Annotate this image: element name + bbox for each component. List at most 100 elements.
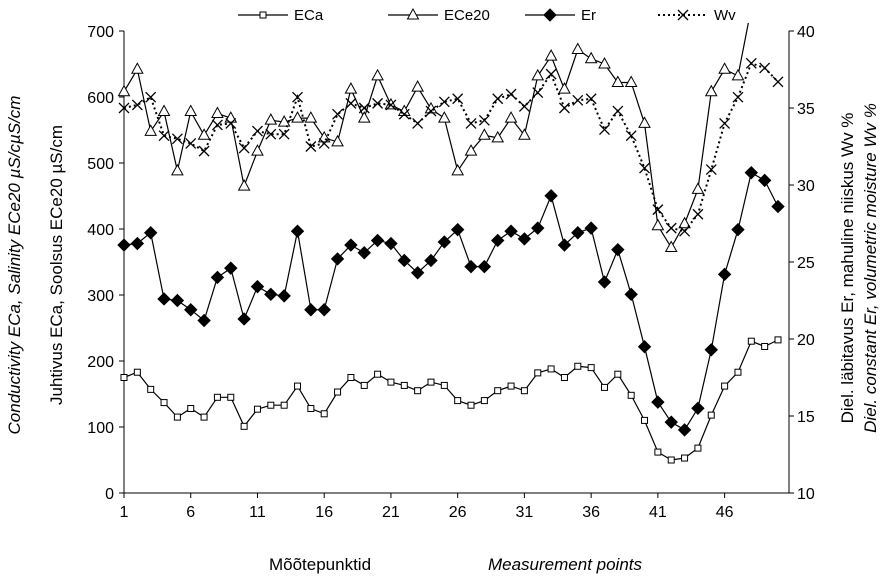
point-ece20 bbox=[357, 111, 371, 123]
point-wv bbox=[145, 91, 157, 103]
point-wv bbox=[532, 87, 544, 99]
x-tick-label: 21 bbox=[382, 504, 400, 521]
point-ece20 bbox=[664, 240, 678, 252]
point-er bbox=[544, 189, 558, 203]
point-eca bbox=[600, 383, 608, 391]
point-ece20 bbox=[237, 179, 251, 191]
series-line-wv bbox=[124, 62, 779, 233]
point-er bbox=[651, 395, 665, 409]
point-eca bbox=[147, 385, 155, 393]
point-wv bbox=[425, 105, 437, 117]
point-eca bbox=[547, 365, 555, 373]
point-er bbox=[744, 165, 759, 180]
point-eca bbox=[507, 382, 515, 390]
point-ece20 bbox=[144, 124, 158, 136]
point-wv bbox=[705, 164, 717, 176]
y-tick-label-left: 200 bbox=[87, 354, 114, 371]
y-tick-label-right: 10 bbox=[797, 486, 815, 503]
point-er bbox=[477, 259, 492, 274]
point-wv bbox=[679, 225, 691, 237]
point-eca bbox=[400, 381, 408, 389]
point-er bbox=[637, 339, 652, 354]
point-eca bbox=[560, 374, 568, 381]
point-wv bbox=[305, 141, 317, 152]
point-wv bbox=[732, 91, 744, 103]
point-wv bbox=[465, 117, 477, 129]
point-ece20 bbox=[718, 62, 731, 74]
point-wv bbox=[185, 137, 197, 149]
point-er bbox=[384, 236, 398, 251]
point-eca bbox=[240, 422, 248, 430]
point-er bbox=[571, 226, 585, 240]
point-wv bbox=[759, 62, 771, 74]
point-wv bbox=[518, 101, 530, 112]
point-wv bbox=[211, 119, 223, 131]
point-wv bbox=[118, 102, 130, 114]
x-tick-label: 1 bbox=[120, 504, 129, 521]
point-ece20 bbox=[251, 144, 264, 156]
point-er bbox=[357, 246, 371, 260]
point-er bbox=[691, 401, 705, 416]
point-eca bbox=[440, 381, 448, 389]
point-eca bbox=[480, 397, 488, 405]
point-wv bbox=[599, 124, 610, 136]
point-er bbox=[531, 221, 545, 235]
point-eca bbox=[707, 411, 715, 419]
point-er bbox=[224, 261, 238, 275]
legend-label-er: Er bbox=[581, 7, 596, 24]
x-tick-label: 16 bbox=[315, 504, 333, 521]
point-eca bbox=[253, 405, 261, 413]
x-tick-label: 11 bbox=[249, 504, 266, 521]
legend-label-wv: Wv bbox=[714, 7, 736, 24]
point-wv bbox=[225, 117, 237, 129]
point-ece20 bbox=[518, 128, 531, 140]
point-er bbox=[330, 252, 345, 266]
y-tick-label-left: 100 bbox=[87, 420, 114, 437]
point-eca bbox=[133, 368, 141, 376]
y-tick-label-left: 500 bbox=[87, 156, 114, 173]
point-wv bbox=[665, 222, 677, 234]
point-er bbox=[557, 238, 572, 252]
point-ece20 bbox=[171, 163, 184, 176]
y-tick-label-left: 400 bbox=[87, 222, 114, 239]
point-eca bbox=[387, 378, 395, 386]
point-wv bbox=[385, 99, 397, 111]
legend: ECa ECe20 Er Wv bbox=[238, 7, 736, 24]
y-axis-title-right-en: Diel. constant Er, volumetric moisture W… bbox=[861, 103, 880, 433]
point-ece20 bbox=[691, 182, 705, 194]
point-er bbox=[184, 303, 198, 317]
y-tick-label-left: 600 bbox=[87, 90, 114, 107]
point-eca bbox=[120, 374, 128, 381]
point-ece20 bbox=[611, 75, 625, 87]
point-ece20 bbox=[598, 56, 611, 69]
point-er bbox=[584, 221, 598, 235]
point-ece20 bbox=[184, 104, 198, 117]
point-eca bbox=[347, 374, 355, 381]
point-er bbox=[464, 259, 478, 274]
point-er bbox=[197, 313, 211, 328]
point-ece20 bbox=[437, 111, 451, 123]
series-line-eca bbox=[124, 339, 779, 461]
point-wv bbox=[478, 114, 490, 126]
point-wv bbox=[252, 125, 263, 137]
point-eca bbox=[454, 397, 462, 405]
point-er bbox=[624, 287, 638, 302]
point-er bbox=[210, 270, 225, 285]
point-ece20 bbox=[157, 104, 171, 117]
point-eca bbox=[414, 387, 422, 395]
y-axis-title-left-et: Juhtivus ECa, Soolsus ECe20 µS/cm bbox=[47, 125, 66, 405]
point-ece20 bbox=[584, 51, 598, 64]
series-line-ece20 bbox=[124, 23, 749, 249]
point-eca bbox=[334, 388, 342, 396]
y-axis-title-left-en: Conductivity ECa, Salinity ECe20 µS/cµS/… bbox=[5, 96, 24, 435]
point-wv bbox=[505, 88, 517, 100]
point-wv bbox=[278, 128, 290, 140]
point-wv bbox=[358, 102, 370, 114]
point-wv bbox=[158, 130, 170, 142]
point-er bbox=[370, 233, 385, 248]
x-tick-label: 6 bbox=[186, 504, 195, 521]
point-eca bbox=[227, 393, 235, 401]
point-er bbox=[504, 224, 518, 238]
point-eca bbox=[280, 401, 288, 409]
point-er bbox=[344, 238, 358, 252]
